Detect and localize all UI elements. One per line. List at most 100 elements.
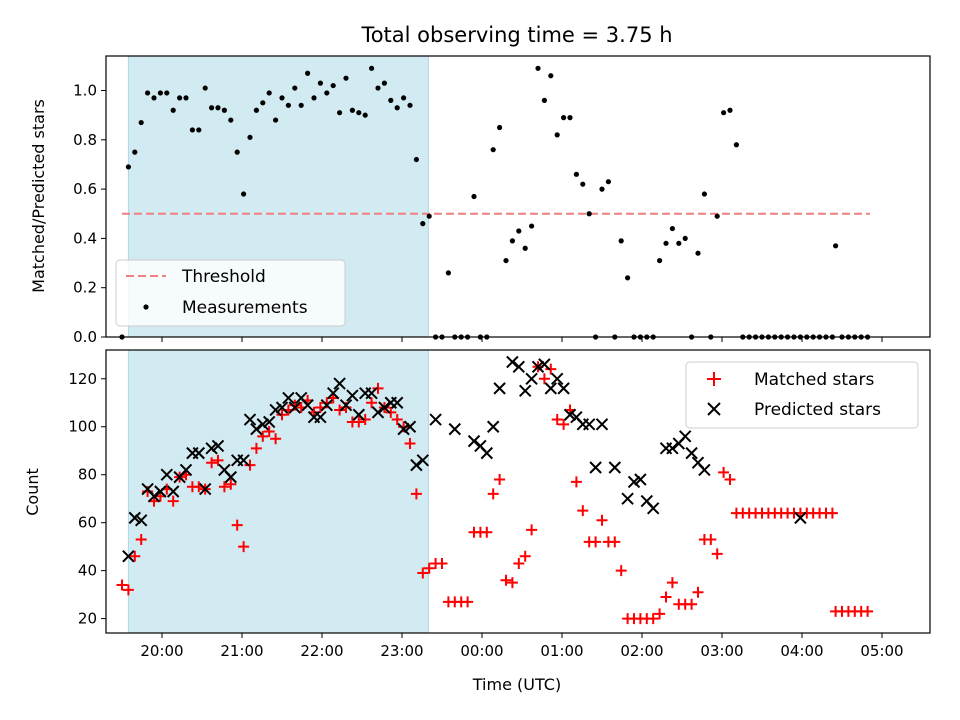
matched-star-point (231, 519, 243, 531)
y-tick-label: 120 (68, 370, 97, 388)
measurement-point (330, 82, 336, 89)
measurement-point (509, 238, 515, 244)
matched-star-point (526, 524, 538, 536)
predicted-star-point (365, 386, 378, 400)
measurement-point (733, 142, 740, 148)
predicted-star-point (147, 490, 161, 503)
x-tick-label: 23:00 (380, 642, 423, 660)
matched-star-point (692, 586, 704, 598)
measurement-point (151, 95, 157, 101)
measurement-point (292, 85, 298, 91)
measurement-point (625, 275, 631, 281)
predicted-star-point (512, 360, 526, 373)
matched-star-point (826, 507, 838, 519)
predicted-star-point (595, 418, 609, 431)
predicted-star-point (582, 418, 596, 431)
predicted-star-point (262, 415, 276, 429)
predicted-star-point (506, 355, 519, 369)
measurement-point (215, 105, 221, 111)
measurement-point (490, 147, 496, 153)
bottom-marks (116, 355, 874, 625)
predicted-star-point (282, 391, 295, 405)
predicted-star-point (486, 420, 500, 433)
predicted-star-point (339, 398, 353, 412)
predicted-star-point (122, 550, 135, 563)
predicted-star-point (154, 485, 167, 498)
predicted-star-point (269, 403, 282, 417)
matched-star-point (590, 536, 602, 548)
x-tick-label: 01:00 (540, 642, 583, 660)
measurement-point (388, 97, 394, 103)
matched-star-point (122, 584, 134, 596)
matched-star-point (353, 416, 365, 428)
matched-star-point (545, 363, 557, 375)
measurement-point (260, 100, 266, 106)
matched-star-point (711, 548, 723, 560)
matched-star-point (551, 414, 563, 426)
predicted-star-point (352, 408, 366, 421)
predicted-star-point (627, 475, 641, 489)
measurement-point (311, 95, 317, 101)
matched-star-point (417, 567, 429, 579)
measurement-point (305, 70, 311, 76)
measurement-point (356, 110, 362, 116)
measurement-point (343, 75, 349, 81)
matched-star-point (334, 404, 346, 416)
measurement-point (157, 90, 163, 96)
measurement-point (189, 127, 195, 133)
predicted-star-point (237, 454, 250, 467)
matched-star-point (423, 562, 435, 574)
predicted-star-point (198, 482, 212, 496)
measurement-point (529, 223, 535, 229)
y-tick-label: 60 (78, 514, 97, 532)
measurement-point (221, 107, 227, 113)
y-tick-label: 100 (68, 418, 97, 436)
top-legend-box (115, 259, 346, 327)
x-tick-label: 03:00 (700, 642, 743, 660)
predicted-star-point (301, 398, 314, 412)
x-tick-label: 00:00 (460, 642, 503, 660)
matched-star-point (500, 574, 512, 586)
measurement-point (196, 127, 202, 133)
predicted-star-point (192, 446, 206, 460)
matched-star-point (660, 591, 672, 603)
measurement-point (394, 105, 400, 111)
matched-star-point (410, 488, 422, 500)
chart-title: Total observing time = 3.75 h (360, 23, 672, 47)
predicted-star-point (429, 413, 442, 426)
top-axes-frame (105, 55, 931, 338)
predicted-star-point (410, 458, 423, 472)
measurement-point (676, 240, 682, 246)
measurement-point (228, 117, 234, 123)
matched-star-point (494, 474, 506, 486)
measurement-point (253, 107, 259, 113)
matched-star-point (862, 605, 874, 617)
predicted-star-point (211, 439, 225, 453)
bottom-y-ticks: 20 40 60 80 100 120 (68, 370, 106, 628)
matched-star-point (391, 414, 403, 426)
top-y-axis-label: Matched/Predicted stars (29, 99, 48, 293)
predicted-star-point (314, 410, 327, 424)
bottom-y-axis-label: Count (23, 468, 42, 516)
predicted-star-point (448, 422, 462, 436)
matched-star-point (558, 418, 570, 430)
measurement-point (497, 124, 503, 131)
predicted-star-point (390, 396, 404, 409)
measurement-point (669, 225, 676, 232)
matched-star-point (218, 481, 230, 493)
x-tick-label: 22:00 (300, 642, 343, 660)
measurement-point (247, 134, 253, 140)
y-tick-label: 0.6 (73, 180, 97, 198)
predicted-star-point (538, 358, 551, 371)
x-tick-label: 02:00 (620, 642, 663, 660)
y-tick-label: 0.2 (73, 279, 97, 297)
measurement-point (183, 95, 189, 101)
measurement-point (554, 132, 560, 138)
bottom-legend-box (685, 361, 919, 429)
predicted-star-point (243, 413, 257, 426)
predicted-star-point (397, 422, 410, 436)
bottom-x-ticks: 20:00 21:00 22:00 23:00 00:00 01:00 02:00 03:00… (140, 633, 904, 660)
top-x-ticks (161, 337, 883, 342)
y-tick-label: 1.0 (73, 82, 97, 100)
